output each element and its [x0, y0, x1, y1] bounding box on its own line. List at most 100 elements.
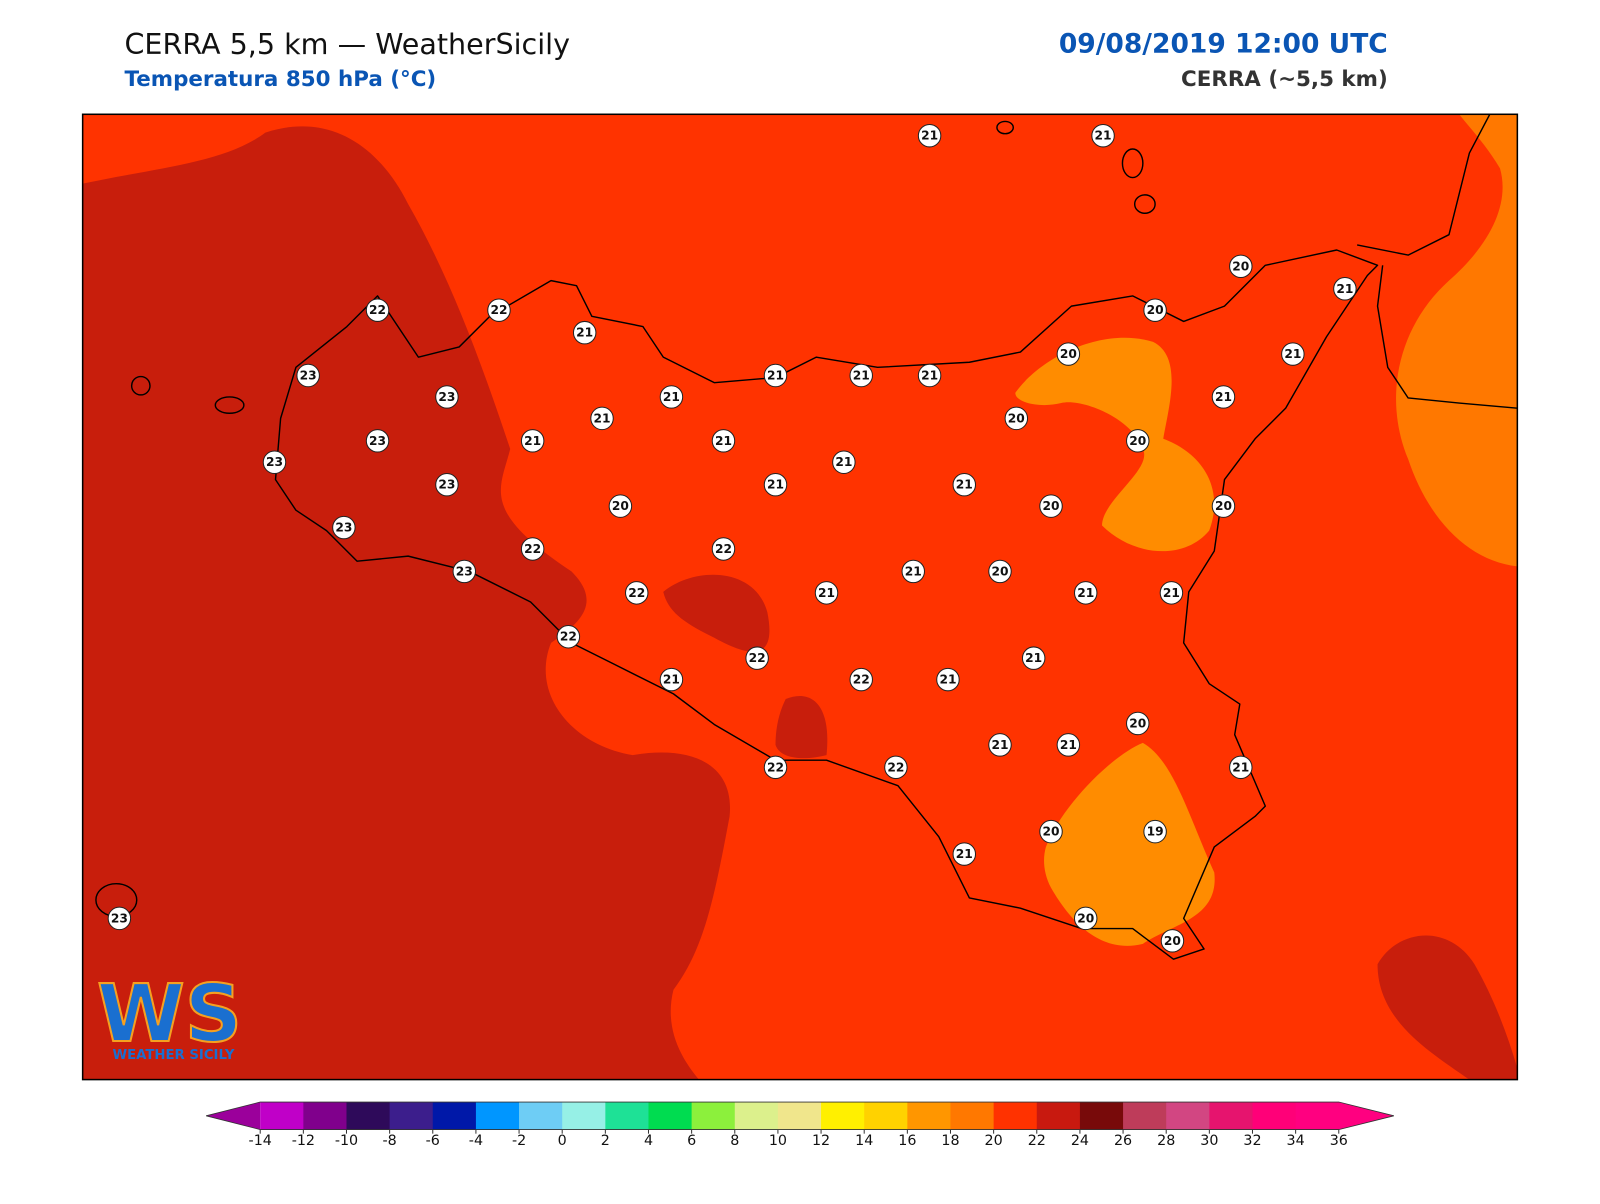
- station-value: 21: [767, 369, 784, 383]
- colorbar-segment: [648, 1102, 693, 1130]
- station-marker: [711, 537, 736, 561]
- colorbar-segment: [389, 1102, 434, 1130]
- station-value: 21: [1077, 586, 1094, 600]
- colorbar-tick-label: 20: [985, 1133, 1003, 1149]
- colorbar-segment: [1295, 1102, 1340, 1130]
- station-marker: [625, 581, 649, 605]
- station-marker: [1229, 755, 1253, 780]
- station-marker: [365, 429, 390, 453]
- station-marker: [988, 733, 1012, 757]
- station-marker: [520, 429, 545, 453]
- station-value: 21: [1025, 651, 1042, 665]
- subtitle: Temperatura 850 hPa (°C): [124, 67, 436, 92]
- field-zone: [1396, 114, 1518, 567]
- station-marker: [435, 385, 459, 409]
- station-marker: [1126, 429, 1150, 453]
- colorbar-tick-label: 8: [730, 1133, 739, 1149]
- field-zone: [1044, 742, 1215, 946]
- island: [214, 396, 245, 414]
- station-marker: [988, 559, 1012, 584]
- colorbar-tick-label: 22: [1028, 1133, 1046, 1149]
- station-value: 22: [853, 673, 870, 687]
- colorbar-tick-label: 24: [1071, 1133, 1089, 1149]
- station-marker: [1091, 123, 1115, 148]
- station-value: 22: [560, 630, 577, 644]
- station-value: 23: [300, 369, 317, 383]
- island: [1133, 194, 1156, 214]
- station-marker: [917, 123, 942, 148]
- colorbar-tick-label: 0: [558, 1133, 567, 1149]
- coastline: [1357, 114, 1518, 409]
- colorbar-segment: [864, 1102, 908, 1130]
- station-marker: [1004, 406, 1029, 431]
- colorbar-segment: [691, 1102, 736, 1130]
- station-marker: [1333, 277, 1357, 301]
- station-marker: [1229, 254, 1253, 279]
- station-value: 22: [369, 303, 386, 317]
- colorbar-segment: [605, 1102, 649, 1130]
- station-value: 21: [1336, 282, 1353, 296]
- station-marker: [1039, 819, 1063, 844]
- station-marker: [849, 667, 873, 692]
- title: CERRA 5,5 km — WeatherSicily: [124, 27, 570, 61]
- station-marker: [1073, 581, 1098, 605]
- station-value: 23: [369, 434, 386, 448]
- station-value: 21: [939, 673, 956, 687]
- colorbar-under: [206, 1102, 261, 1130]
- station-value: 21: [905, 564, 922, 578]
- station-value: 20: [1043, 825, 1060, 839]
- station-value: 20: [991, 564, 1008, 578]
- station-value: 21: [663, 390, 680, 404]
- station-marker: [1160, 929, 1185, 953]
- logo-name: WEATHER SICILY: [112, 1048, 234, 1063]
- station-value: 21: [1060, 738, 1077, 752]
- station-value: 21: [663, 673, 680, 687]
- station-value: 21: [835, 455, 852, 469]
- station-marker: [520, 537, 545, 561]
- station-marker: [659, 385, 684, 409]
- station-marker: [1211, 494, 1236, 518]
- station-value: 23: [438, 478, 455, 492]
- station-value: 20: [1129, 716, 1146, 730]
- station-marker: [435, 472, 459, 497]
- colorbar-segment: [1209, 1102, 1254, 1130]
- colorbar-segment: [734, 1102, 779, 1130]
- station-marker: [296, 363, 320, 388]
- station-marker: [952, 842, 977, 866]
- colorbar-tick-label: 18: [941, 1133, 959, 1149]
- station-marker: [1143, 298, 1167, 322]
- station-marker: [262, 450, 287, 474]
- station-marker: [1021, 646, 1046, 670]
- island: [996, 120, 1014, 135]
- colorbar-segment: [821, 1102, 865, 1130]
- station-marker: [1281, 342, 1305, 366]
- island: [1121, 148, 1144, 179]
- colorbar-tick-label: 12: [812, 1133, 830, 1149]
- station-value: 22: [887, 760, 904, 774]
- colorbar-tick-label: 10: [769, 1133, 787, 1149]
- station-value: 22: [490, 303, 507, 317]
- colorbar-tick-label: 32: [1243, 1133, 1261, 1149]
- station-value: 21: [1163, 586, 1180, 600]
- station-marker: [1056, 342, 1081, 366]
- station-marker: [917, 363, 942, 388]
- colorbar-tick-label: 30: [1200, 1133, 1218, 1149]
- station-marker: [763, 363, 788, 388]
- station-value: 20: [1129, 434, 1146, 448]
- colorbar-segment: [950, 1102, 995, 1130]
- colorbar-segment: [1079, 1102, 1124, 1130]
- colorbar-tick-label: -2: [512, 1133, 526, 1149]
- colorbar-tick-label: 36: [1330, 1133, 1348, 1149]
- colorbar-tick-label: -8: [383, 1133, 397, 1149]
- colorbar-tick-label: 16: [898, 1133, 916, 1149]
- station-value: 21: [921, 369, 938, 383]
- station-marker: [952, 472, 977, 497]
- stations: 21 21 20 21 20 22 22 21 20 21 23 23 21 21 21 21 21 21 20 23…: [107, 123, 1357, 953]
- colorbar-segment: [1036, 1102, 1081, 1130]
- station-value: 21: [991, 738, 1008, 752]
- station-marker: [590, 406, 614, 431]
- station-value: 20: [1060, 347, 1077, 361]
- model: CERRA (~5,5 km): [1181, 67, 1388, 92]
- colorbar-segment: [777, 1102, 822, 1130]
